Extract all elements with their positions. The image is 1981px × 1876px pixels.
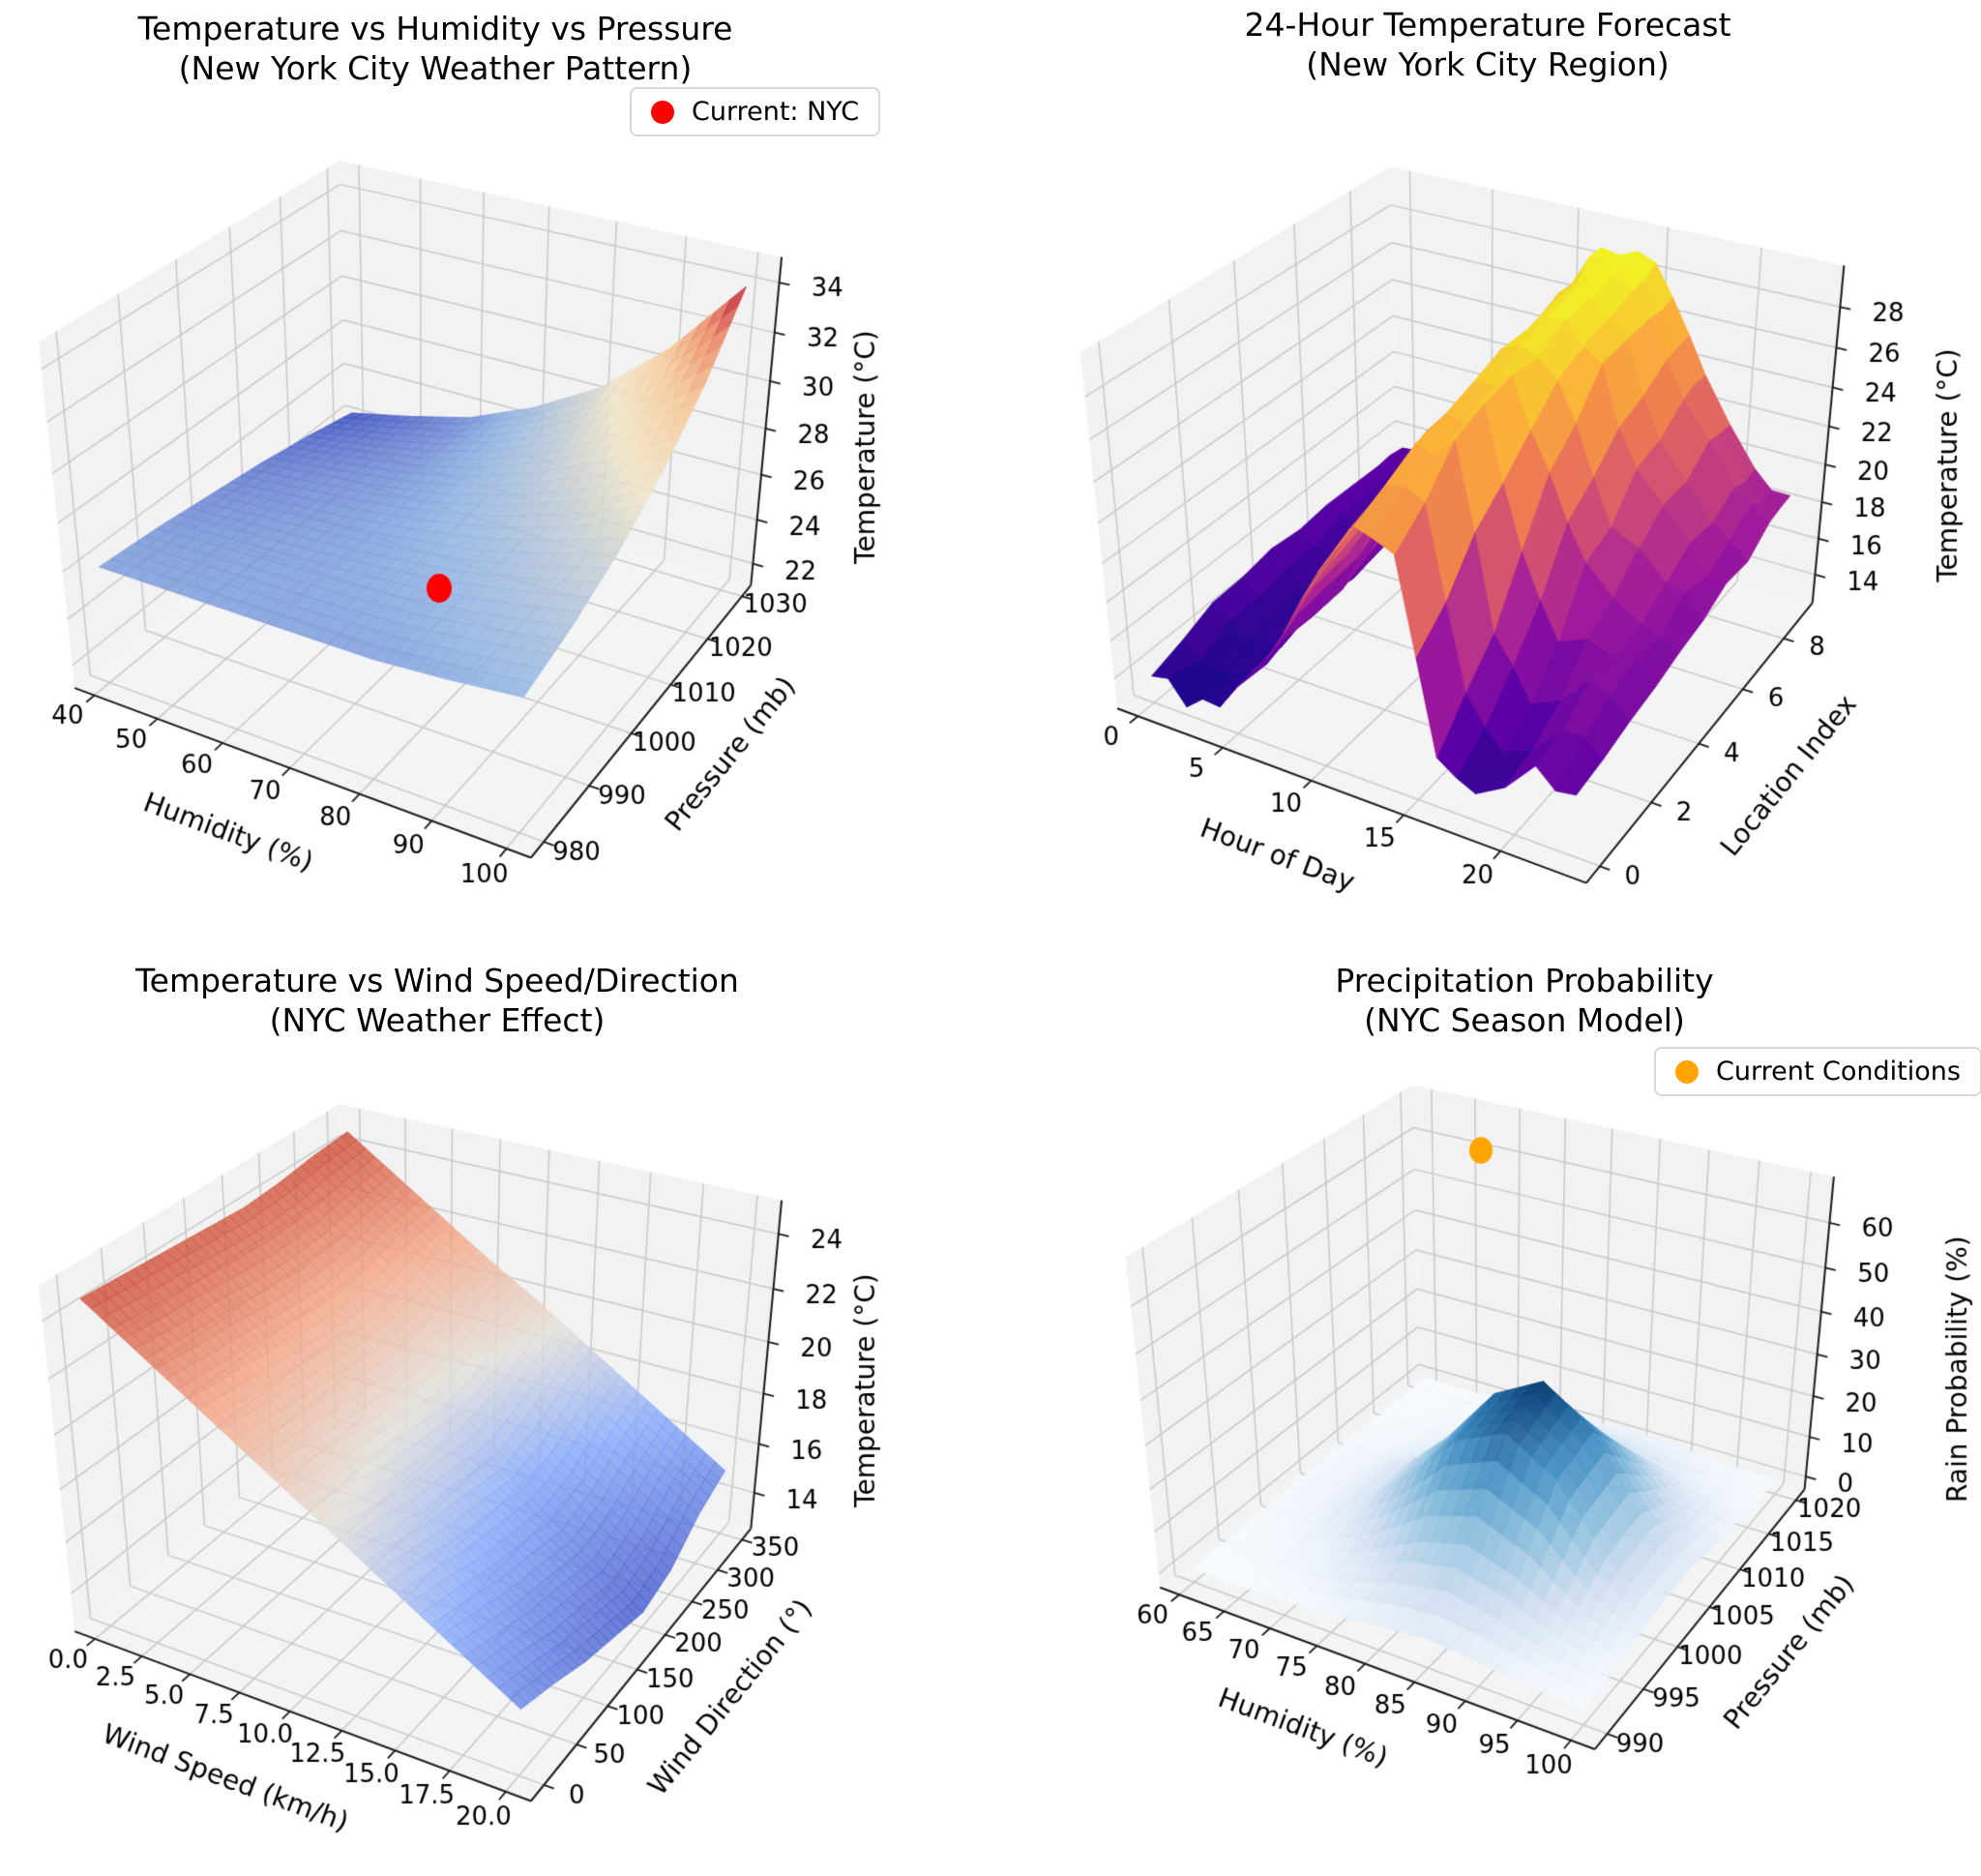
plot-title-wind-speed-direction: Temperature vs Wind Speed/Direction (NYC… — [135, 962, 739, 1041]
plot-subtitle-line2: (New York City Weather Pattern) — [178, 48, 693, 87]
plot-title-line1: Temperature vs Humidity vs Pressure — [137, 10, 733, 47]
orange-dot-icon — [1675, 1059, 1699, 1084]
legend-label: Current: NYC — [692, 97, 860, 127]
plot-title-24h-forecast: 24-Hour Temperature Forecast (New York C… — [1244, 6, 1730, 85]
plot-title-temp-humidity-pressure: Temperature vs Humidity vs Pressure (New… — [138, 10, 733, 89]
plot-title-line1: Temperature vs Wind Speed/Direction — [135, 962, 739, 999]
legend-current-conditions: Current Conditions — [1654, 1047, 1981, 1096]
plot-subtitle-line2: (NYC Weather Effect) — [269, 1000, 606, 1039]
legend-current-nyc: Current: NYC — [630, 87, 881, 136]
plot-title-line1: Precipitation Probability — [1335, 962, 1714, 999]
plot-title-precipitation: Precipitation Probability (NYC Season Mo… — [1335, 962, 1713, 1041]
plot-title-line1: 24-Hour Temperature Forecast — [1244, 6, 1731, 44]
red-dot-icon — [651, 100, 674, 124]
legend-label: Current Conditions — [1716, 1057, 1961, 1087]
plot-subtitle-line2: (NYC Season Model) — [1364, 1000, 1685, 1039]
plot-subtitle-line2: (New York City Region) — [1306, 45, 1670, 83]
